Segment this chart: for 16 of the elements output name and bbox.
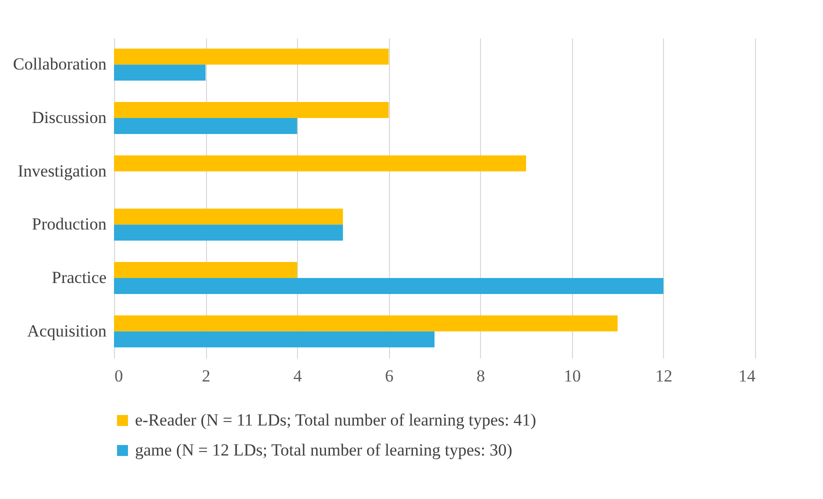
x-tick-label: 0 xyxy=(114,366,123,386)
y-tick-label: Discussion xyxy=(32,108,107,127)
x-tick-label: 10 xyxy=(564,366,581,386)
legend-label: game (N = 12 LDs; Total number of learning types: 30) xyxy=(135,440,512,460)
x-tick-label: 4 xyxy=(293,366,302,386)
y-tick-label: Collaboration xyxy=(13,54,107,74)
x-tick-label: 2 xyxy=(202,366,210,386)
y-tick-label: Production xyxy=(32,214,107,234)
x-tick-label: 14 xyxy=(738,366,756,386)
y-tick-label: Acquisition xyxy=(27,321,107,340)
legend-label: e-Reader (N = 11 LDs; Total number of learning types: 41) xyxy=(135,410,536,430)
x-tick-label: 6 xyxy=(384,366,394,386)
y-tick-label: Investigation xyxy=(18,161,107,180)
y-tick-label: Practice xyxy=(52,268,106,287)
x-tick-label: 8 xyxy=(476,366,486,386)
x-tick-label: 12 xyxy=(655,366,672,386)
